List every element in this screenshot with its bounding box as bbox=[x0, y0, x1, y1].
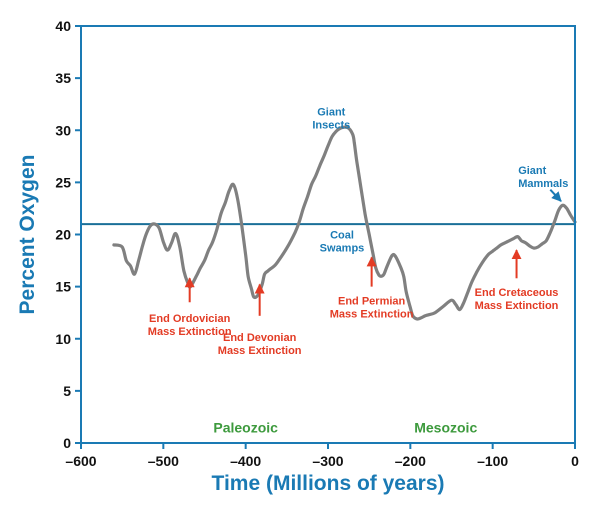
annotation-giant-insects: Giant Insects bbox=[312, 107, 350, 132]
annotation-line: Swamps bbox=[320, 243, 365, 255]
y-tick-label: 15 bbox=[55, 279, 71, 295]
x-axis-title: Time (Millions of years) bbox=[212, 472, 445, 495]
annotation-line: Mass Extinction bbox=[148, 326, 232, 338]
annotation-line: Mass Extinction bbox=[330, 308, 414, 320]
x-tick-label: –400 bbox=[230, 453, 261, 469]
annotation-end-cretaceous: End Cretaceous Mass Extinction bbox=[475, 287, 559, 312]
annotation-paleozoic: Paleozoic bbox=[213, 420, 278, 436]
annotation-line: Giant bbox=[518, 165, 546, 177]
annotation-line: Giant bbox=[317, 107, 345, 119]
annotation-line: Mammals bbox=[518, 178, 568, 190]
plot-area-frame bbox=[80, 25, 576, 444]
y-tick-label: 25 bbox=[55, 174, 71, 190]
x-tick-label: 0 bbox=[571, 453, 579, 469]
annotation-line: Coal bbox=[330, 230, 354, 242]
annotation-mesozoic: Mesozoic bbox=[414, 420, 477, 436]
y-tick-label: 35 bbox=[55, 70, 71, 86]
y-axis-title: Percent Oxygen bbox=[16, 155, 39, 315]
annotation-line: End Ordovician bbox=[149, 313, 231, 325]
annotation-arrow-giant-mammals bbox=[549, 188, 562, 202]
x-tick-label: –200 bbox=[395, 453, 426, 469]
annotation-end-ordovician: End Ordovician Mass Extinction bbox=[148, 313, 232, 338]
tick-layer: 0 5 10 15 20 25 30 35 40 –600 –500 –400 –300 –200 –100… bbox=[55, 18, 579, 469]
oxygen-series-line bbox=[112, 125, 577, 321]
y-tick-label: 20 bbox=[55, 227, 71, 243]
y-tick-label: 40 bbox=[55, 18, 71, 34]
y-tick-label: 5 bbox=[63, 383, 71, 399]
y-tick-label: 30 bbox=[55, 122, 71, 138]
annotation-end-permian: End Permian Mass Extinction bbox=[330, 295, 414, 320]
annotation-end-devonian: End Devonian Mass Extinction bbox=[218, 332, 302, 357]
annotation-line: Paleozoic bbox=[213, 420, 278, 436]
annotation-giant-mammals: Giant Mammals bbox=[518, 165, 568, 190]
series-layer bbox=[112, 125, 577, 321]
x-tick-label: –300 bbox=[312, 453, 343, 469]
annotation-line: End Permian bbox=[338, 295, 406, 307]
annotation-line: Mass Extinction bbox=[475, 300, 559, 312]
annotation-line: Insects bbox=[312, 120, 350, 132]
annotation-coal-swamps: Coal Swamps bbox=[320, 230, 365, 255]
x-tick-label: –500 bbox=[148, 453, 179, 469]
y-tick-label: 0 bbox=[63, 435, 71, 451]
x-tick-label: –600 bbox=[65, 453, 96, 469]
annotation-line: End Cretaceous bbox=[475, 287, 559, 299]
annotation-line: End Devonian bbox=[223, 332, 297, 344]
annotation-line: Mass Extinction bbox=[218, 345, 302, 357]
annotation-line: Mesozoic bbox=[414, 420, 477, 436]
y-tick-label: 10 bbox=[55, 331, 71, 347]
x-tick-label: –100 bbox=[477, 453, 508, 469]
